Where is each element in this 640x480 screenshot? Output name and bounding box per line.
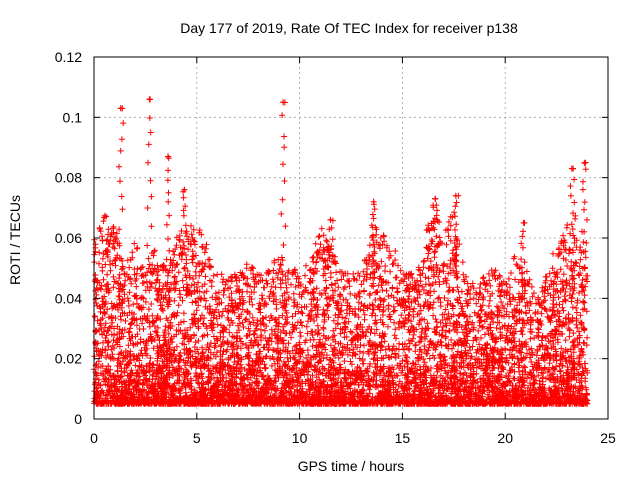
y-tick-label: 0.12 bbox=[55, 49, 82, 65]
x-tick-label: 10 bbox=[292, 430, 308, 446]
spike-point bbox=[452, 192, 459, 199]
y-tick-label: 0.08 bbox=[55, 170, 82, 186]
spike-point bbox=[280, 99, 287, 106]
x-tick-label: 20 bbox=[497, 430, 513, 446]
spike-point bbox=[146, 96, 153, 103]
spike-point bbox=[370, 198, 377, 205]
x-tick-label: 5 bbox=[193, 430, 201, 446]
x-tick-label: 0 bbox=[90, 430, 98, 446]
spike-point bbox=[432, 195, 439, 202]
spike-point bbox=[582, 159, 589, 166]
spike-point bbox=[181, 186, 188, 193]
y-tick-label: 0.02 bbox=[55, 351, 82, 367]
y-tick-label: 0 bbox=[74, 411, 82, 427]
data-points bbox=[91, 96, 591, 407]
roti-points-path bbox=[91, 96, 591, 407]
y-axis-label: ROTI / TECUs bbox=[7, 195, 23, 285]
chart-title: Day 177 of 2019, Rate Of TEC Index for r… bbox=[180, 20, 518, 36]
spike-point bbox=[165, 153, 172, 160]
y-tick-label: 0.04 bbox=[55, 290, 82, 306]
y-tick-label: 0.06 bbox=[55, 230, 82, 246]
y-tick-label: 0.1 bbox=[63, 109, 83, 125]
spike-point bbox=[570, 165, 577, 172]
x-axis-label: GPS time / hours bbox=[298, 458, 405, 474]
spike-point bbox=[117, 105, 124, 112]
axis-ticks: 0 5 10 15 20 25 0 0.02 0.04 0.06 0.08 0.1 0.12 bbox=[55, 49, 616, 446]
x-tick-label: 15 bbox=[395, 430, 411, 446]
spike-point bbox=[520, 219, 527, 226]
spike-point bbox=[327, 216, 334, 223]
x-tick-label: 25 bbox=[600, 430, 616, 446]
